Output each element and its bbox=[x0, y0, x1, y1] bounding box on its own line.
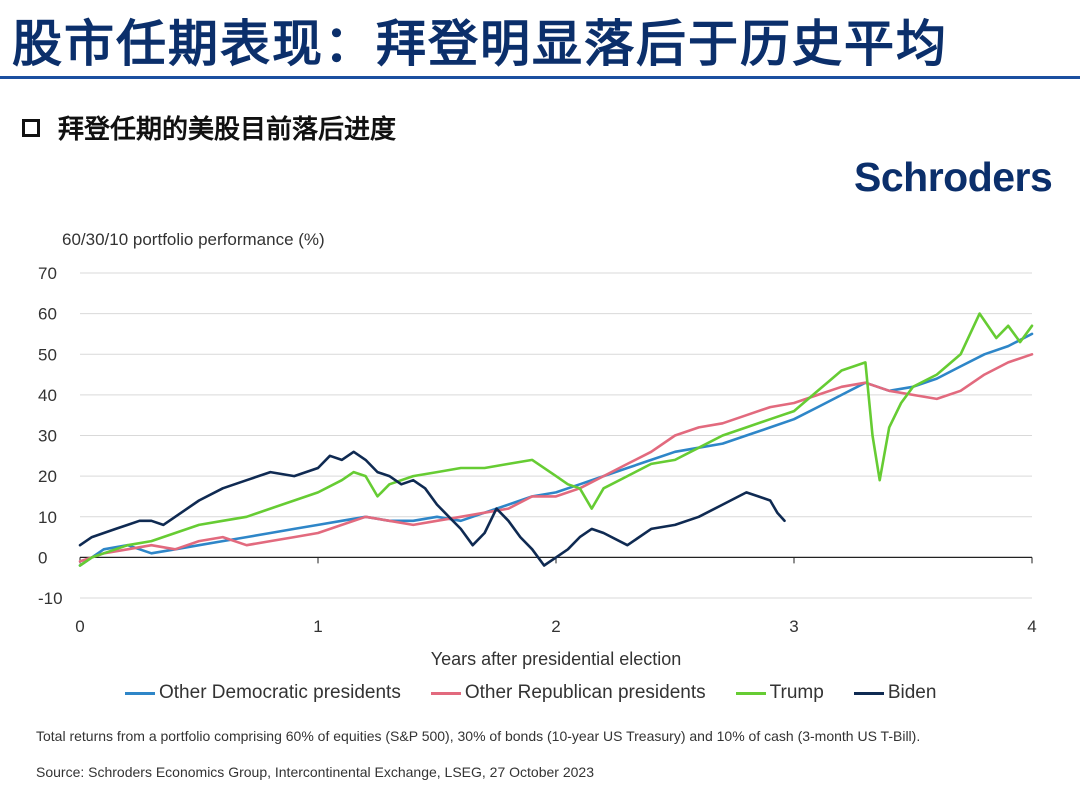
chart-source: Source: Schroders Economics Group, Inter… bbox=[36, 764, 594, 780]
subheading-text: 拜登任期的美股目前落后进度 bbox=[58, 115, 397, 145]
y-tick-label: 0 bbox=[38, 548, 47, 567]
legend-label-trump: Trump bbox=[769, 682, 824, 703]
legend-item-democratic: Other Democratic presidents bbox=[125, 682, 401, 704]
legend-label-democratic: Other Democratic presidents bbox=[159, 682, 401, 703]
legend-label-republican: Other Republican presidents bbox=[464, 682, 706, 703]
legend-item-biden: Biden bbox=[853, 682, 937, 704]
chart-legend: Other Democratic presidents Other Republ… bbox=[125, 682, 966, 704]
x-tick-label: 1 bbox=[313, 617, 322, 636]
y-tick-label: -10 bbox=[38, 589, 63, 608]
line-chart: -10 0 10 20 30 40 50 60 70 0 1 2 3 4 60/30/10 portfoli… bbox=[38, 230, 1037, 669]
y-tick-label: 40 bbox=[38, 386, 57, 405]
title-underline bbox=[0, 76, 1080, 79]
x-axis-title: Years after presidential election bbox=[431, 649, 682, 669]
page-title: 股市任期表现：拜登明显落后于历史平均 bbox=[12, 15, 948, 73]
x-tick-label: 4 bbox=[1027, 617, 1036, 636]
y-tick-label: 20 bbox=[38, 467, 57, 486]
schroders-logo: Schroders bbox=[854, 154, 1053, 200]
series-line-republican bbox=[78, 353, 1034, 563]
bullet-square-icon bbox=[22, 118, 40, 137]
y-tick-label: 30 bbox=[38, 427, 57, 446]
subheading: 拜登任期的美股目前落后进度 bbox=[22, 109, 396, 146]
legend-swatch-trump bbox=[735, 691, 766, 695]
legend-item-republican: Other Republican presidents bbox=[430, 682, 706, 704]
y-tick-label: 50 bbox=[38, 345, 57, 364]
x-tick-label: 2 bbox=[551, 617, 560, 636]
series-line-trump bbox=[78, 312, 1034, 567]
x-tick-label: 3 bbox=[789, 617, 798, 636]
legend-swatch-republican bbox=[430, 691, 461, 695]
series-line-biden bbox=[78, 450, 786, 567]
legend-item-trump: Trump bbox=[735, 682, 824, 704]
x-tick-label: 0 bbox=[75, 617, 84, 636]
y-tick-label: 10 bbox=[38, 508, 57, 527]
y-tick-label: 60 bbox=[38, 305, 57, 324]
chart-footnote: Total returns from a portfolio comprisin… bbox=[36, 728, 921, 744]
legend-swatch-democratic bbox=[125, 691, 155, 695]
series-line-democratic bbox=[78, 332, 1034, 567]
legend-swatch-biden bbox=[853, 691, 884, 695]
legend-label-biden: Biden bbox=[887, 682, 937, 703]
y-tick-label: 70 bbox=[38, 264, 57, 283]
y-axis-title: 60/30/10 portfolio performance (%) bbox=[62, 230, 325, 249]
